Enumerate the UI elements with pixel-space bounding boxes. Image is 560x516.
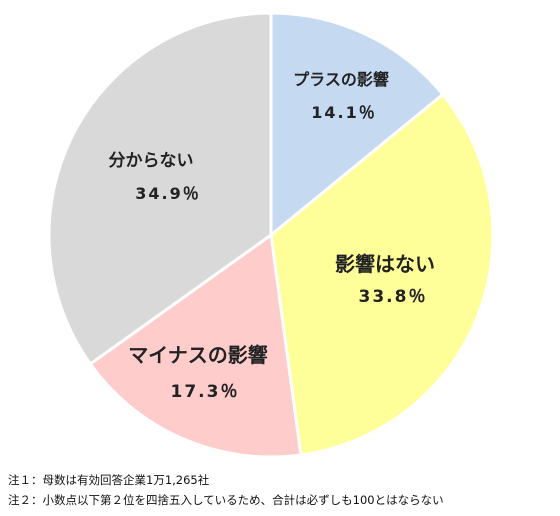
- footnote-2: 注２：小数点以下第２位を四捨五入しているため、合計は必ずしも100とはならない: [8, 493, 444, 507]
- slice-value-label: 34.9％: [135, 184, 200, 203]
- footnotes: 注１：母数は有効回答企業1万1,265社 注２：小数点以下第２位を四捨五入してい…: [8, 470, 444, 510]
- slice-label: 影響はない: [335, 252, 435, 276]
- slice-value-label: 14.1％: [311, 103, 376, 122]
- slice-label: 分からない: [109, 151, 194, 171]
- pie-slice: [47, 11, 273, 367]
- slice-value-label: 17.3％: [171, 382, 240, 402]
- slice-label: プラスの影響: [293, 70, 389, 89]
- pie-slice: [269, 92, 495, 457]
- pie-chart: プラスの影響 14.1％ 影響はない 33.8％ マイナスの影響 17.3％ 分からない 34…: [47, 11, 495, 459]
- slice-value-label: 33.8％: [359, 287, 428, 307]
- pie-slices: [47, 11, 495, 459]
- slice-label: マイナスの影響: [128, 343, 268, 367]
- pie-slice: [269, 11, 445, 239]
- pie-slice: [88, 232, 303, 459]
- footnote-1: 注１：母数は有効回答企業1万1,265社: [8, 473, 210, 487]
- pie-labels: プラスの影響 14.1％ 影響はない 33.8％ マイナスの影響 17.3％ 分からない 34…: [109, 70, 436, 402]
